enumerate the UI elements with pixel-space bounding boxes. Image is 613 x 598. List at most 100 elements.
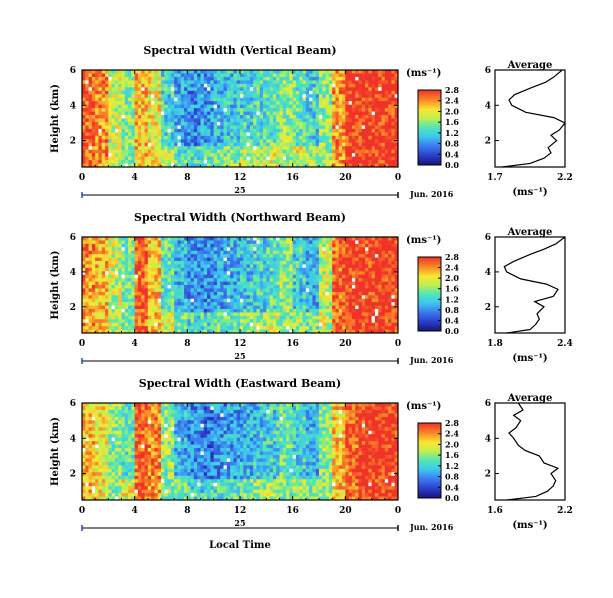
heatmap-cell <box>361 163 366 168</box>
heatmap-cell <box>325 97 330 102</box>
heatmap-cell <box>180 264 185 269</box>
heatmap-cell <box>266 285 271 289</box>
heatmap-cell <box>124 274 129 279</box>
heatmap-cell <box>220 87 224 92</box>
heatmap-cell <box>147 271 152 276</box>
heatmap-cell <box>253 281 257 286</box>
heatmap-cell <box>266 315 271 320</box>
heatmap-cell <box>295 76 300 81</box>
heatmap-cell <box>295 87 300 92</box>
heatmap-cell <box>289 250 294 255</box>
heatmap-cell <box>151 163 155 168</box>
heatmap-cell <box>391 80 396 85</box>
heatmap-cell <box>128 139 132 144</box>
heatmap-cell <box>374 104 379 109</box>
heatmap-cell <box>101 240 106 245</box>
heatmap-cell <box>282 76 287 81</box>
heatmap-cell <box>207 142 211 147</box>
heatmap-cell <box>230 156 234 161</box>
heatmap-cell <box>190 125 195 130</box>
heatmap-cell <box>203 285 208 289</box>
heatmap-cell <box>101 80 106 85</box>
heatmap-cell <box>174 135 178 140</box>
heatmap-cell <box>319 309 323 313</box>
heatmap-cell <box>289 125 294 130</box>
heatmap-cell <box>134 73 139 78</box>
heatmap-cell <box>85 254 89 258</box>
heatmap-cell <box>131 121 136 126</box>
heatmap-cell <box>282 156 287 161</box>
heatmap-cell <box>279 104 284 109</box>
heatmap-cell <box>137 281 142 286</box>
heatmap-cell <box>184 237 188 241</box>
heatmap-cell <box>85 288 89 293</box>
heatmap-cell <box>388 139 392 144</box>
heatmap-cell <box>226 70 231 74</box>
heatmap-cell <box>295 281 300 286</box>
heatmap-cell <box>118 146 122 151</box>
heatmap-cell <box>236 121 241 126</box>
heatmap-cell <box>177 146 182 151</box>
heatmap-cell <box>299 240 303 245</box>
heatmap-cell <box>200 115 205 119</box>
heatmap-cell <box>187 121 192 126</box>
heatmap-cell <box>295 101 300 106</box>
heatmap-cell <box>134 291 139 296</box>
heatmap-cell <box>128 261 132 265</box>
heatmap-cell <box>105 288 109 293</box>
heatmap-cell <box>131 315 136 320</box>
heatmap-cell <box>233 261 238 265</box>
heatmap-cell <box>289 264 294 269</box>
heatmap-cell <box>193 115 198 119</box>
heatmap-cell <box>144 104 149 109</box>
heatmap-cell <box>88 264 93 269</box>
heatmap-cell <box>137 288 142 293</box>
heatmap-cell <box>154 80 159 85</box>
heatmap-cell <box>144 264 149 269</box>
heatmap-cell <box>177 237 182 241</box>
heatmap-cell <box>180 104 185 109</box>
heatmap-cell <box>302 247 307 252</box>
heatmap-cell <box>111 83 116 88</box>
heatmap-cell <box>325 101 330 106</box>
heatmap-cell <box>105 240 109 245</box>
heatmap-cell <box>98 73 103 78</box>
heatmap-cell <box>124 326 129 330</box>
heatmap-cell <box>128 73 132 78</box>
heatmap-cell <box>82 97 86 102</box>
heatmap-cell <box>272 160 277 164</box>
heatmap-cell <box>101 115 106 119</box>
heatmap-cell <box>394 125 399 130</box>
heatmap-cell <box>240 108 244 112</box>
heatmap-cell <box>157 128 162 133</box>
heatmap-cell <box>269 142 274 147</box>
heatmap-cell <box>170 128 175 133</box>
heatmap-cell <box>190 111 195 116</box>
heatmap-cell <box>272 163 277 168</box>
heatmap-cell <box>220 315 224 320</box>
heatmap-cell <box>292 142 297 147</box>
heatmap-cell <box>355 111 359 116</box>
heatmap-cell <box>141 94 145 99</box>
heatmap-cell <box>118 267 122 272</box>
heatmap-cell <box>187 319 192 324</box>
heatmap-cell <box>118 108 122 112</box>
heatmap-cell <box>108 73 113 78</box>
heatmap-cell <box>161 83 165 88</box>
heatmap-cell <box>325 326 330 330</box>
heatmap-cell <box>253 288 257 293</box>
heatmap-cell <box>167 128 172 133</box>
heatmap-cell <box>263 80 267 85</box>
heatmap-cell <box>111 70 116 74</box>
heatmap-cell <box>144 285 149 289</box>
heatmap-cell <box>167 240 172 245</box>
heatmap-cell <box>319 115 323 119</box>
heatmap-cell <box>325 319 330 324</box>
heatmap-cell <box>161 142 165 147</box>
heatmap-cell <box>276 322 280 327</box>
heatmap-cell <box>216 121 221 126</box>
heatmap-cell <box>95 315 99 320</box>
heatmap-cell <box>82 250 86 255</box>
heatmap-cell <box>269 146 274 151</box>
heatmap-cell <box>220 156 224 161</box>
